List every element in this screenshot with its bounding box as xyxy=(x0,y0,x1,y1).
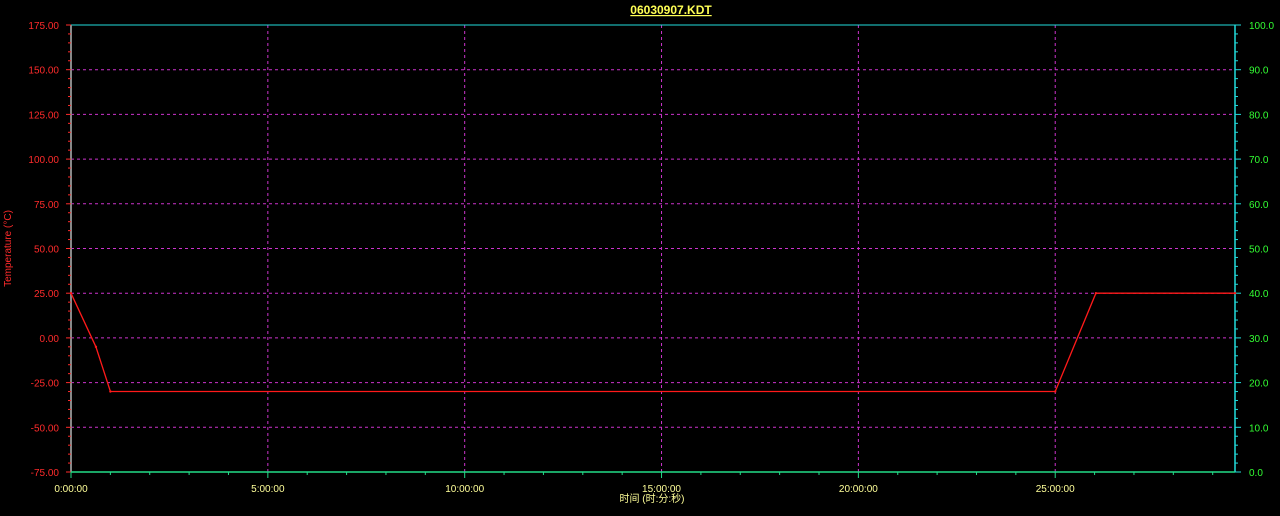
right-tick-label: 30.0 xyxy=(1249,334,1269,345)
series-point xyxy=(94,345,98,349)
left-tick-label: 125.00 xyxy=(28,110,59,121)
right-tick-label: 80.0 xyxy=(1249,110,1269,121)
series-point xyxy=(1054,390,1057,393)
left-tick-label: 100.00 xyxy=(28,155,59,166)
x-tick-label: 25:00:00 xyxy=(1036,484,1075,495)
x-tick-label: 10:00:00 xyxy=(445,484,484,495)
grid-layer xyxy=(71,25,1235,472)
x-tick-label: 15:00:00 xyxy=(642,484,681,495)
series-line xyxy=(70,292,1235,393)
ticks-layer: 175.00 150.00 125.00 100.00 75.00 50.00 25.00 0… xyxy=(28,21,1274,495)
right-tick-label: 60.0 xyxy=(1249,200,1269,211)
left-tick-label: 75.00 xyxy=(34,200,59,211)
series-layer xyxy=(69,292,1237,393)
left-tick-label: 175.00 xyxy=(28,21,59,32)
left-tick-label: -50.00 xyxy=(31,423,60,434)
axes-layer xyxy=(70,24,1236,473)
chart-title[interactable]: 06030907.KDT xyxy=(630,3,712,17)
series-point xyxy=(109,390,112,393)
left-tick-label: 0.00 xyxy=(40,334,60,345)
series-point xyxy=(1233,292,1237,295)
y-axis-label: Temperature (°C) xyxy=(3,210,14,287)
right-tick-label: 50.0 xyxy=(1249,245,1269,256)
x-tick-label: 0:00:00 xyxy=(54,484,88,495)
right-tick-label: 100.0 xyxy=(1249,21,1274,32)
right-tick-label: 40.0 xyxy=(1249,289,1269,300)
right-tick-label: 90.0 xyxy=(1249,66,1269,77)
series-point xyxy=(69,292,73,295)
x-tick-label: 5:00:00 xyxy=(251,484,285,495)
x-axis-label: 时间 (时:分:秒) xyxy=(620,492,685,505)
right-tick-label: 70.0 xyxy=(1249,155,1269,166)
series-point xyxy=(1094,292,1098,295)
right-tick-label: 20.0 xyxy=(1249,379,1269,390)
left-tick-label: 25.00 xyxy=(34,289,59,300)
left-tick-label: -25.00 xyxy=(31,379,60,390)
right-tick-label: 0.0 xyxy=(1249,468,1263,479)
left-tick-label: 50.00 xyxy=(34,245,59,256)
right-tick-label: 10.0 xyxy=(1249,423,1269,434)
left-tick-label: 150.00 xyxy=(28,66,59,77)
left-tick-label: -75.00 xyxy=(31,468,60,479)
x-tick-label: 20:00:00 xyxy=(839,484,878,495)
